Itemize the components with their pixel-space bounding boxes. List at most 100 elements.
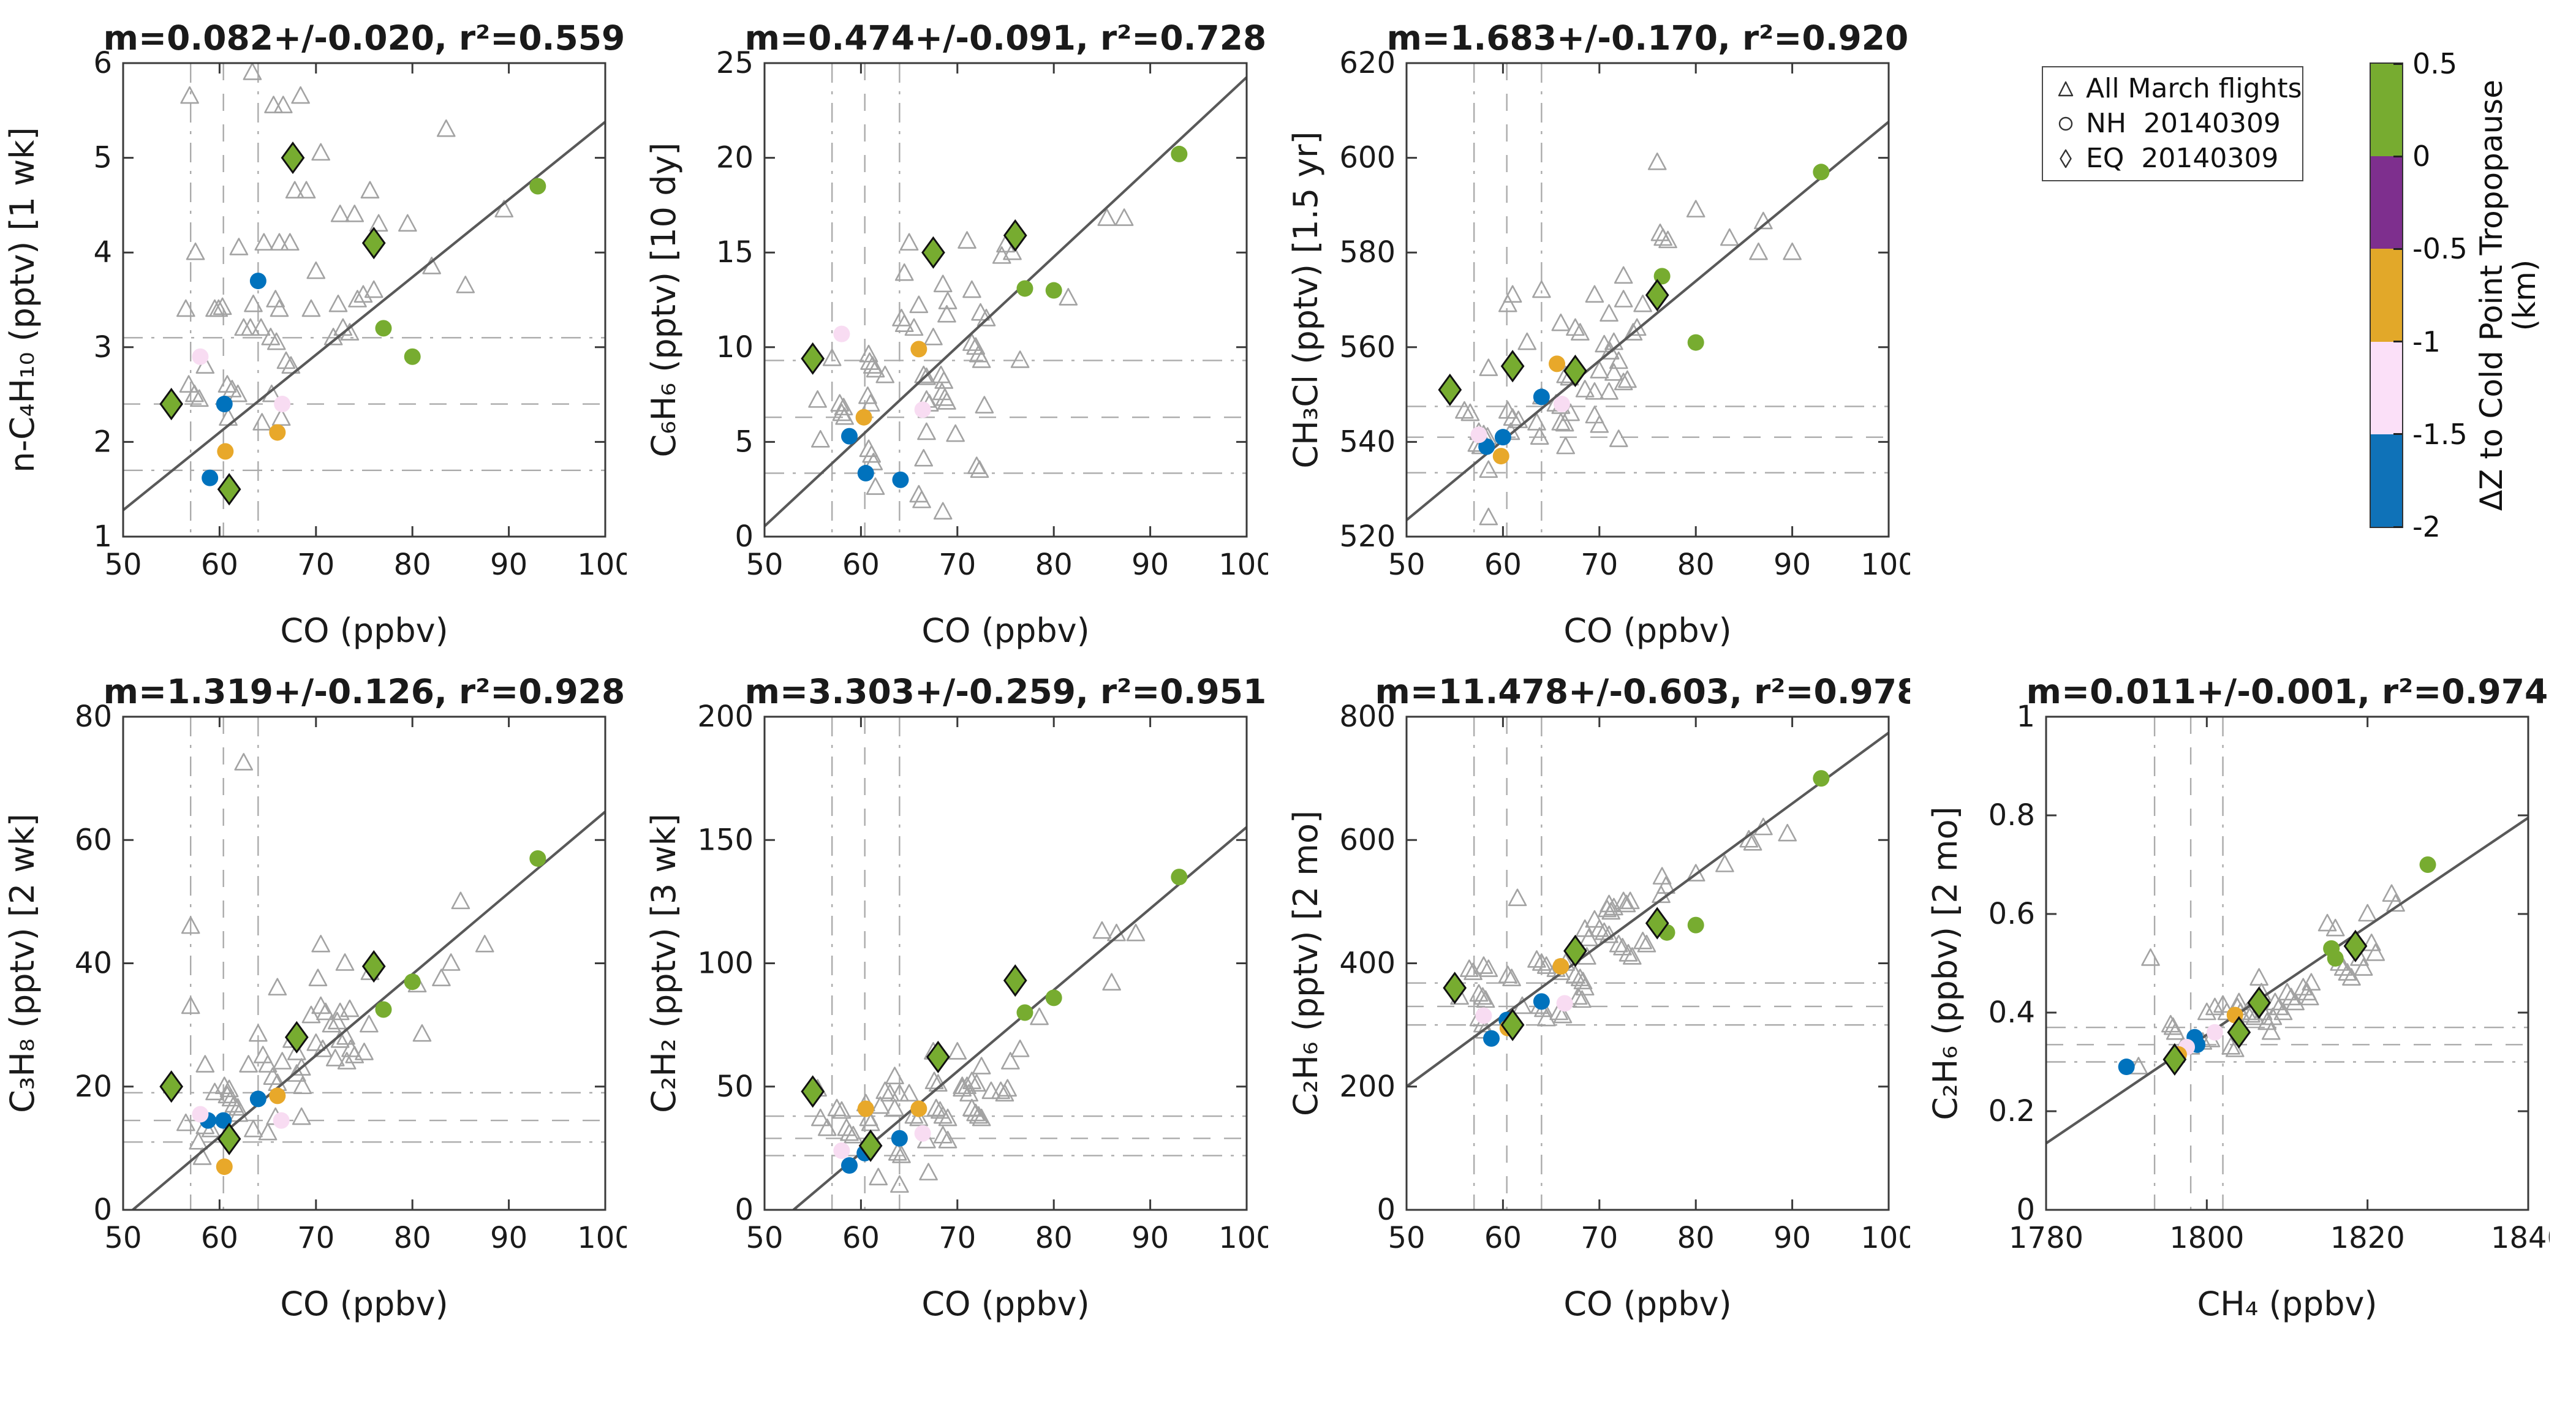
colorbar-tick-mark [2393, 155, 2402, 157]
march-point-triangle-icon [998, 1079, 1017, 1097]
march-point-triangle-icon [909, 295, 929, 314]
march-point-triangle-icon [1585, 910, 1604, 928]
march-point-triangle-icon [1536, 956, 1556, 974]
march-point-triangle-icon [1575, 978, 1595, 996]
march-point-triangle-icon [991, 1081, 1010, 1100]
march-point-triangle-icon [2205, 997, 2224, 1016]
y-tick-label: 4 [93, 235, 112, 270]
march-point-triangle-icon [1102, 973, 1121, 991]
march-point-triangle-icon [1460, 403, 1480, 421]
march-point-triangle-icon [1536, 1008, 1556, 1027]
march-point-triangle-icon [830, 394, 850, 412]
x-tick-label: 60 [1484, 1221, 1522, 1255]
nh-point-circle-icon [1533, 388, 1550, 406]
march-point-triangle-icon [328, 294, 348, 312]
march-point-triangle-icon [353, 285, 373, 303]
march-point-triangle-icon [1614, 290, 1633, 308]
eq-point-diamond-icon [2162, 1043, 2187, 1076]
legend-item-circle: NH 20140309 [2052, 110, 2302, 137]
march-point-triangle-icon [933, 1106, 953, 1124]
march-point-triangle-icon [875, 1081, 895, 1100]
march-point-triangle-icon [1749, 242, 1768, 260]
march-point-triangle-icon [892, 309, 911, 327]
eq-point-diamond-icon [1645, 907, 1669, 940]
march-point-triangle-icon [2270, 997, 2289, 1016]
march-point-triangle-icon [243, 62, 262, 80]
fit-line [132, 810, 606, 1211]
threshold-lines [123, 717, 605, 1210]
y-tick-label: 5 [93, 141, 112, 175]
nh-point-circle-icon [914, 1125, 931, 1142]
march-point-triangle-icon [1532, 953, 1551, 971]
x-tick-label: 90 [1131, 548, 1169, 582]
march-point-triangle-icon [306, 261, 326, 279]
march-point-triangle-icon [285, 181, 304, 199]
march-point-triangle-icon [869, 1168, 888, 1185]
x-tick-label: 60 [842, 548, 880, 582]
colorbar-tick-mark [2393, 247, 2402, 250]
nh-point-circle-icon [1813, 164, 1830, 181]
eq-point-diamond-icon [858, 1129, 883, 1162]
march-point-triangle-icon [292, 1107, 311, 1125]
march-point-triangle-icon [1503, 285, 1522, 303]
eq-point-diamond-icon [159, 1070, 184, 1103]
march-point-triangle-icon [1743, 832, 1762, 851]
y-tick-label: 540 [1339, 425, 1396, 459]
march-point-triangle-icon [885, 1098, 904, 1117]
x-axis-label: CO (ppbv) [1563, 611, 1731, 650]
eq-point-diamond-icon [1438, 373, 1462, 406]
march-point-triangle-icon [306, 1033, 326, 1051]
march-point-triangle-icon [1623, 947, 1642, 965]
eq-point-diamond-icon [361, 227, 386, 260]
nh-point-circle-icon [910, 1100, 927, 1117]
nh-point-circle-icon [1478, 438, 1495, 455]
all-march-series [1455, 153, 1802, 526]
x-tick-label: 1820 [2330, 1221, 2405, 1255]
march-point-triangle-icon [436, 119, 456, 137]
march-point-triangle-icon [1527, 950, 1546, 968]
eq-point-diamond-icon [921, 236, 945, 269]
x-tick-label: 90 [490, 548, 527, 582]
chart-title: m=1.319+/-0.126, r²=0.928 [104, 672, 625, 711]
march-point-triangle-icon [2249, 968, 2268, 986]
x-tick-label: 50 [1388, 1221, 1425, 1255]
nh-point-circle-icon [841, 428, 858, 445]
colorbar-tick-mark [2393, 341, 2402, 343]
y-tick-label: 580 [1339, 235, 1396, 270]
march-point-triangle-icon [345, 205, 364, 222]
march-point-triangle-icon [2273, 1002, 2293, 1021]
march-point-triangle-icon [1573, 990, 1592, 1008]
nh-point-circle-icon [892, 471, 909, 488]
march-point-triangle-icon [1517, 332, 1537, 350]
march-point-triangle-icon [1579, 928, 1598, 946]
nh-point-circle-icon [1687, 334, 1704, 351]
march-point-triangle-icon [1527, 413, 1546, 431]
x-tick-label: 70 [1581, 548, 1618, 582]
nh-point-circle-icon [857, 1100, 874, 1117]
nh-point-circle-icon [1556, 995, 1573, 1012]
march-point-triangle-icon [933, 274, 953, 293]
nh-point-circle-icon [1552, 958, 1569, 975]
eq-point-diamond-icon [361, 950, 386, 983]
axes [122, 62, 606, 538]
colorbar-segment [2371, 341, 2402, 434]
march-point-triangle-icon [1590, 415, 1609, 433]
x-axis-label: CO (ppbv) [280, 1285, 448, 1323]
threshold-lines [2046, 717, 2528, 1210]
march-point-triangle-icon [1590, 919, 1609, 937]
march-point-triangle-icon [348, 290, 367, 308]
nh-point-circle-icon [202, 469, 219, 486]
march-point-triangle-icon [1464, 962, 1483, 980]
march-point-triangle-icon [1658, 230, 1677, 249]
colorbar-tick-mark [2393, 526, 2402, 528]
march-point-triangle-icon [861, 394, 880, 412]
threshold-lines [1407, 63, 1889, 537]
colorbar-tick-label: -1 [2412, 325, 2441, 358]
march-point-triangle-icon [313, 1040, 333, 1057]
march-point-triangle-icon [2281, 987, 2301, 1006]
nh-series [192, 178, 546, 486]
colorbar-ticks: 0.5 0 -0.5 -1 -1.5 -2 [2370, 48, 2576, 543]
march-point-triangle-icon [976, 309, 996, 327]
march-point-triangle-icon [176, 299, 195, 317]
x-tick-label: 80 [1035, 1221, 1073, 1255]
